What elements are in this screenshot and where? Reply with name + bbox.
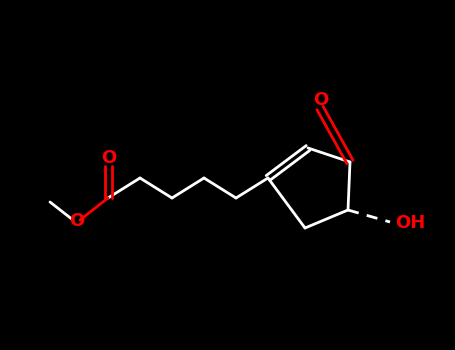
Text: O: O: [101, 149, 116, 167]
Text: O: O: [313, 91, 329, 109]
Text: OH: OH: [395, 214, 425, 232]
Text: O: O: [69, 212, 85, 230]
